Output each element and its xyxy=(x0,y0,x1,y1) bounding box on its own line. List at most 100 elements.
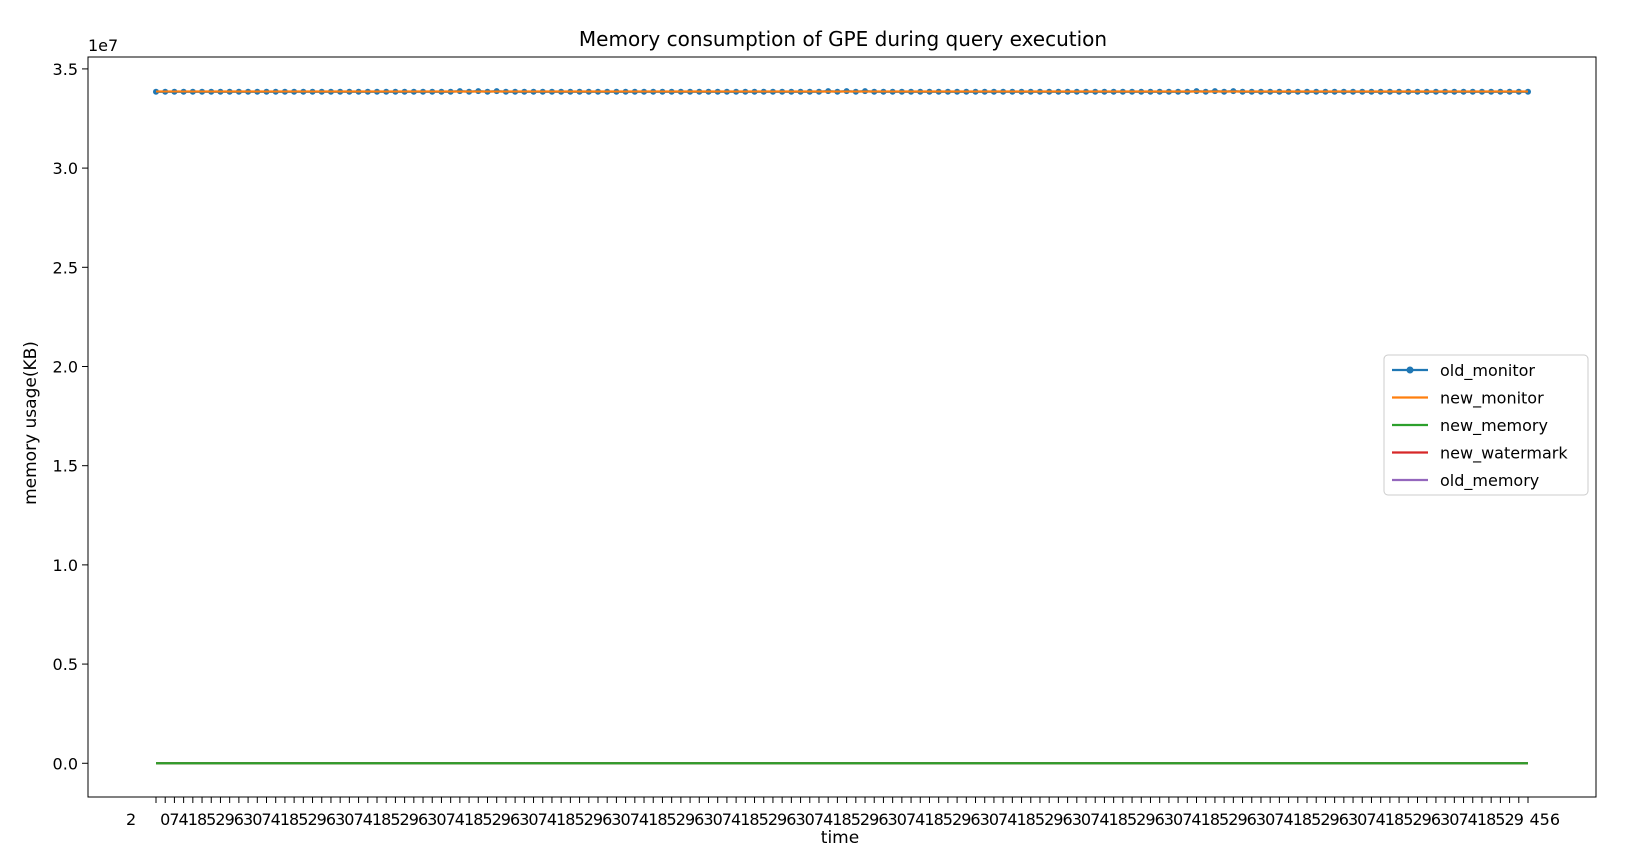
x-tick-label: 7 xyxy=(722,810,732,829)
x-tick-label: 5 xyxy=(1311,810,1321,829)
x-tick-label: 6 xyxy=(1155,810,1165,829)
x-axis-label: time xyxy=(821,828,859,848)
x-tick-label: 7 xyxy=(998,810,1008,829)
y-tick-label: 2.0 xyxy=(53,357,78,376)
x-tick-label: 5 xyxy=(943,810,953,829)
x-tick-label: 4 xyxy=(639,810,649,829)
x-tick-label: 6 xyxy=(418,810,428,829)
x-tick-label: 1 xyxy=(1201,810,1211,829)
x-tick-label: 9 xyxy=(961,810,971,829)
x-tick-label: 2 xyxy=(126,810,136,829)
y-tick-label: 3.5 xyxy=(53,60,78,79)
x-tick-label: 3 xyxy=(1256,810,1266,829)
x-tick-label: 3 xyxy=(703,810,713,829)
x-tick-label: 8 xyxy=(565,810,575,829)
x-tick-label: 5 xyxy=(298,810,308,829)
x-tick-label: 8 xyxy=(657,810,667,829)
x-tick-label: 9 xyxy=(593,810,603,829)
x-tick-label: 2 xyxy=(492,810,502,829)
x-tick-label: 5 xyxy=(667,810,677,829)
x-tick-label: 5 xyxy=(574,810,584,829)
y-tick-label: 2.5 xyxy=(53,258,78,277)
x-tick-label: 7 xyxy=(446,810,456,829)
legend-label-old_monitor: old_monitor xyxy=(1440,361,1535,381)
x-tick-label: 7 xyxy=(630,810,640,829)
x-tick-label: 2 xyxy=(1228,810,1238,829)
x-tick-label: 9 xyxy=(1237,810,1247,829)
x-tick-label: 7 xyxy=(1458,810,1468,829)
legend-label-new_monitor: new_monitor xyxy=(1440,389,1544,409)
x-tick-label: 6 xyxy=(510,810,520,829)
x-tick-label: 1 xyxy=(188,810,198,829)
x-tick-label: 2 xyxy=(952,810,962,829)
series-group xyxy=(153,88,1531,765)
x-tick-label: 7 xyxy=(1182,810,1192,829)
x-tick-label: 6 xyxy=(878,810,888,829)
x-tick-label: 3 xyxy=(243,810,253,829)
legend-marker-old_monitor xyxy=(1406,366,1414,374)
x-tick-label: 3 xyxy=(1164,810,1174,829)
x-tick-label: 3 xyxy=(335,810,345,829)
x-tick-label: 6 xyxy=(1247,810,1257,829)
x-tick-label: 0 xyxy=(252,810,262,829)
x-tick-label: 8 xyxy=(1026,810,1036,829)
x-tick-label: 4 xyxy=(1468,810,1478,829)
x-tick-label: 8 xyxy=(473,810,483,829)
chart-title: Memory consumption of GPE during query e… xyxy=(579,27,1107,51)
y-offset-label: 1e7 xyxy=(88,36,118,55)
x-tick-label: 3 xyxy=(1440,810,1450,829)
x-tick-label: 6 xyxy=(970,810,980,829)
x-tick-label: 7 xyxy=(906,810,916,829)
y-axis-label: memory usage(KB) xyxy=(21,341,41,505)
x-tick-label: 8 xyxy=(289,810,299,829)
x-tick-label: 2 xyxy=(400,810,410,829)
y-tick-label: 1.0 xyxy=(53,556,78,575)
x-tick-label: 7 xyxy=(538,810,548,829)
x-tick-label: 4 xyxy=(915,810,925,829)
x-tick-label: 456 xyxy=(1529,810,1560,829)
x-tick-label: 6 xyxy=(602,810,612,829)
x-tick-label: 1 xyxy=(1385,810,1395,829)
x-tick-label: 4 xyxy=(1007,810,1017,829)
x-tick-label: 8 xyxy=(1118,810,1128,829)
x-tick-label: 2 xyxy=(1136,810,1146,829)
x-tick-label: 4 xyxy=(823,810,833,829)
x-tick-label: 2 xyxy=(1504,810,1514,829)
x-tick-label: 4 xyxy=(547,810,557,829)
x-tick-label: 3 xyxy=(427,810,437,829)
x-tick-label: 6 xyxy=(1339,810,1349,829)
x-tick-label: 3 xyxy=(795,810,805,829)
x-tick-label: 1 xyxy=(372,810,382,829)
legend-label-new_watermark: new_watermark xyxy=(1440,444,1568,464)
x-tick-label: 5 xyxy=(1403,810,1413,829)
x-tick-label: 0 xyxy=(897,810,907,829)
x-tick-label: 0 xyxy=(1081,810,1091,829)
x-tick-label: 9 xyxy=(1330,810,1340,829)
x-tick-label: 1 xyxy=(1477,810,1487,829)
x-tick-label: 7 xyxy=(1274,810,1284,829)
x-tick-label: 4 xyxy=(1099,810,1109,829)
x-tick-label: 3 xyxy=(980,810,990,829)
x-tick-label: 8 xyxy=(1302,810,1312,829)
x-tick-label: 0 xyxy=(1265,810,1275,829)
y-axis-ticks: 0.0 0.5 1.0 1.5 2.0 2.5 3.0 3.5 xyxy=(53,60,88,773)
x-tick-label: 9 xyxy=(225,810,235,829)
x-tick-label: 9 xyxy=(869,810,879,829)
axes-frame xyxy=(87,56,1597,798)
x-tick-label: 0 xyxy=(989,810,999,829)
x-tick-label: 9 xyxy=(1422,810,1432,829)
x-tick-label: 5 xyxy=(759,810,769,829)
x-tick-label: 3 xyxy=(888,810,898,829)
x-tick-label: 1 xyxy=(1293,810,1303,829)
x-tick-label: 1 xyxy=(1016,810,1026,829)
x-tick-label: 6 xyxy=(1431,810,1441,829)
x-tick-label: 8 xyxy=(934,810,944,829)
x-tick-label: 2 xyxy=(676,810,686,829)
x-tick-label: 7 xyxy=(1366,810,1376,829)
x-tick-label: 2 xyxy=(768,810,778,829)
x-tick-label: 4 xyxy=(1283,810,1293,829)
x-tick-label: 8 xyxy=(1486,810,1496,829)
y-tick-label: 1.5 xyxy=(53,457,78,476)
